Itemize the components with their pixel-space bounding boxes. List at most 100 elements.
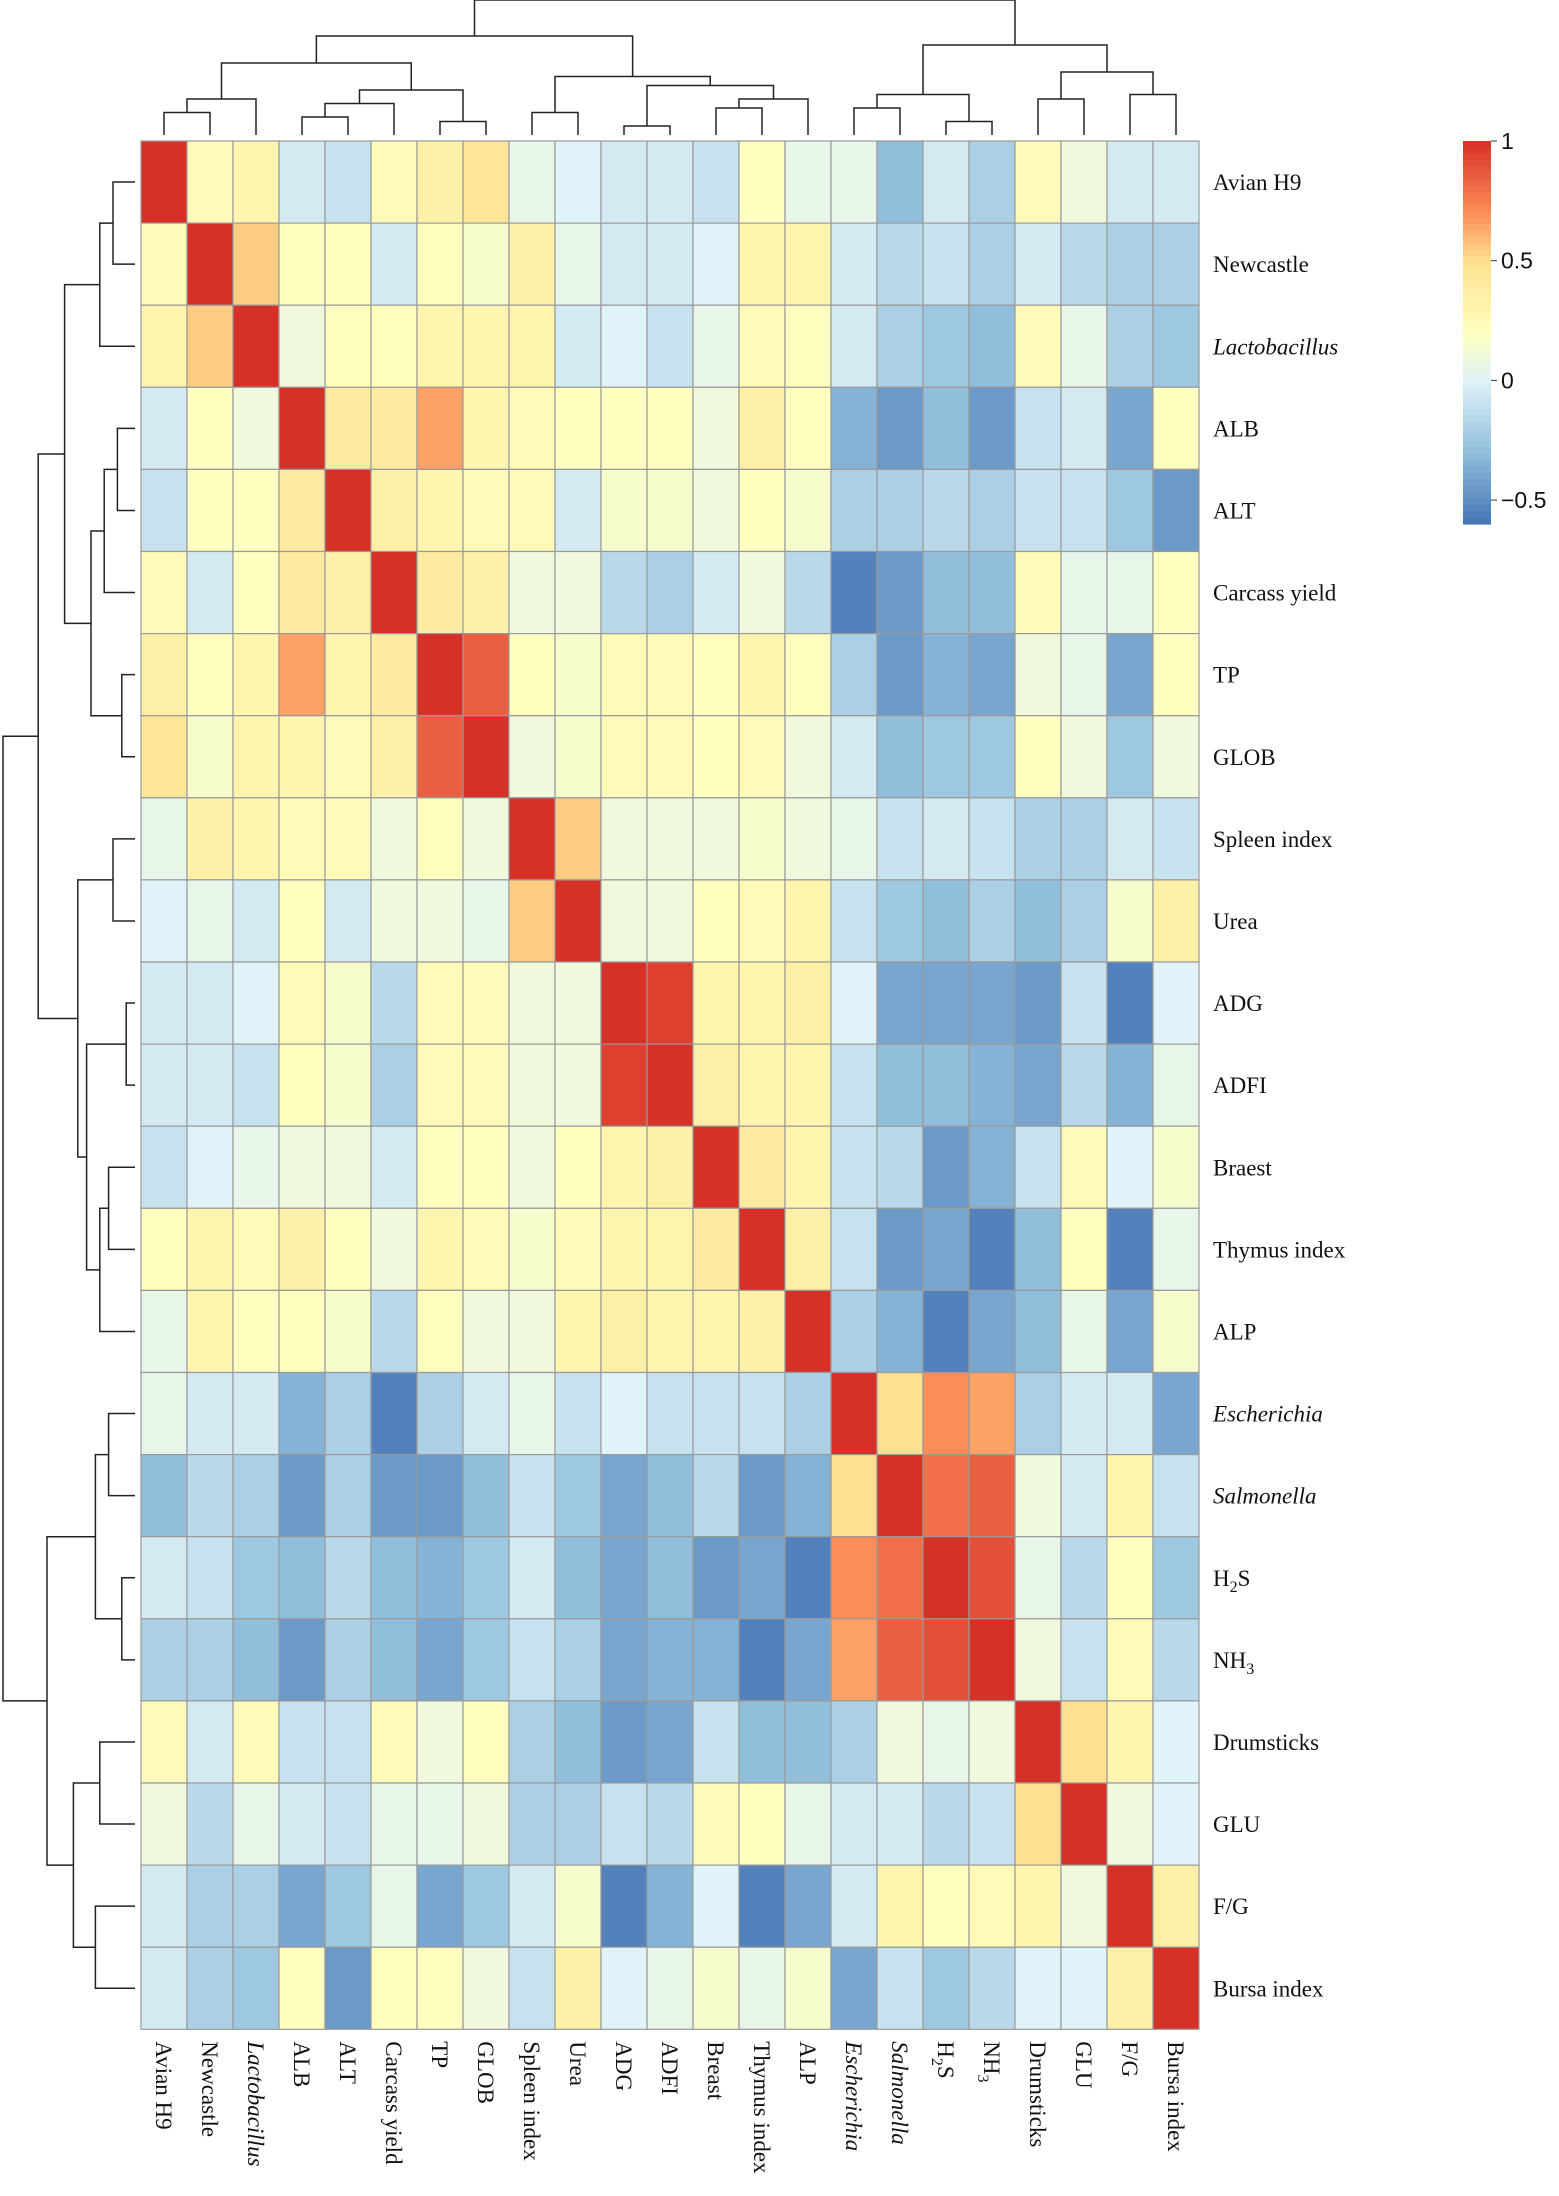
heatmap-cell [738, 1453, 786, 1538]
heatmap-cell [186, 550, 234, 635]
heatmap-cell [324, 797, 372, 881]
legend-tick-label: −0.5 [1501, 487, 1546, 513]
heatmap-cell [186, 1453, 234, 1538]
heatmap-cell [876, 1536, 924, 1620]
heatmap-cell [830, 879, 878, 963]
heatmap-cell [508, 1700, 556, 1784]
heatmap-cell [692, 797, 740, 881]
heatmap-cell [1060, 961, 1108, 1045]
heatmap-cell [784, 1371, 832, 1456]
heatmap-cell [784, 797, 832, 881]
heatmap-cell [462, 1125, 510, 1209]
heatmap-cell [186, 222, 234, 306]
heatmap-cell [692, 1864, 740, 1948]
heatmap-cell [232, 304, 280, 388]
row-label: ALB [1213, 416, 1259, 441]
heatmap-cell [1106, 797, 1154, 881]
heatmap-cell [646, 1289, 694, 1374]
heatmap-cell [462, 1453, 510, 1538]
heatmap-cell [554, 632, 602, 717]
heatmap-cell [738, 715, 786, 799]
heatmap-cell [462, 1371, 510, 1456]
heatmap-cell [416, 1618, 464, 1702]
heatmap-cell [738, 468, 786, 553]
heatmap-cell [1014, 961, 1062, 1045]
heatmap-cell [1106, 222, 1154, 306]
heatmap-cell [278, 879, 326, 963]
heatmap-cell [692, 1043, 740, 1127]
heatmap-cell [462, 386, 510, 470]
heatmap-cell [1060, 140, 1108, 224]
heatmap-cell [554, 1043, 602, 1127]
column-label: GLU [1071, 2041, 1096, 2089]
legend-swatch [1463, 185, 1491, 193]
heatmap-cell [554, 1453, 602, 1538]
heatmap-cell [186, 1946, 234, 2030]
heatmap-cell [738, 1536, 786, 1620]
heatmap-cell [784, 879, 832, 963]
heatmap-cell [646, 140, 694, 224]
heatmap-cell [600, 1043, 648, 1127]
heatmap-cell [186, 386, 234, 470]
heatmap-cell [600, 468, 648, 553]
heatmap-cell [370, 879, 418, 963]
heatmap-cell [416, 961, 464, 1045]
heatmap-cell [692, 550, 740, 635]
heatmap-cell [784, 1043, 832, 1127]
legend-swatch [1463, 338, 1491, 346]
legend-swatch [1463, 389, 1491, 397]
heatmap-cell [554, 550, 602, 635]
dendrogram-branch [220, 62, 412, 99]
legend-swatch [1463, 479, 1491, 487]
heatmap-cell [1060, 879, 1108, 963]
column-label: Escherichia [841, 2040, 866, 2151]
dendrogram-branch [473, 0, 1016, 45]
legend-swatch [1463, 300, 1491, 308]
heatmap-cell [1152, 1618, 1200, 1702]
heatmap-cell [232, 1207, 280, 1292]
heatmap-cell [278, 1289, 326, 1374]
legend-swatch [1463, 306, 1491, 314]
legend-swatch [1463, 172, 1491, 180]
heatmap-cell [324, 1289, 372, 1374]
row-label: Spleen index [1213, 827, 1333, 852]
heatmap-cell [508, 1125, 556, 1209]
heatmap-cell [1106, 468, 1154, 553]
legend-swatch [1463, 351, 1491, 359]
heatmap-cell [462, 1207, 510, 1292]
heatmap-cell [738, 140, 786, 224]
legend-swatch [1463, 160, 1491, 168]
heatmap-cell [600, 1453, 648, 1538]
heatmap-cell [140, 304, 188, 388]
heatmap-cell [1152, 1125, 1200, 1209]
heatmap-cell [830, 304, 878, 388]
heatmap-cell [784, 468, 832, 553]
legend-swatch [1463, 204, 1491, 212]
heatmap-cell [646, 386, 694, 470]
legend-swatch [1463, 166, 1491, 174]
heatmap-cells [140, 140, 1200, 2030]
heatmap-cell [278, 1946, 326, 2030]
heatmap-cell [1014, 1864, 1062, 1948]
heatmap-cell [370, 632, 418, 717]
heatmap-cell [1060, 1782, 1108, 1866]
heatmap-cell [922, 961, 970, 1045]
dendrogram-branch [121, 673, 135, 758]
heatmap-cell [784, 1289, 832, 1374]
heatmap-cell [462, 222, 510, 306]
dendrogram-branch [107, 1166, 135, 1251]
heatmap-cell [462, 1946, 510, 2030]
heatmap-cell [1060, 468, 1108, 553]
heatmap-cell [600, 715, 648, 799]
heatmap-cell [1152, 1864, 1200, 1948]
dendrogram-branch [99, 222, 135, 347]
heatmap-cell [1014, 1453, 1062, 1538]
heatmap-cell [1152, 1207, 1200, 1292]
heatmap-cell [324, 1782, 372, 1866]
heatmap-cell [968, 632, 1016, 717]
heatmap-cell [784, 1125, 832, 1209]
heatmap-cell [416, 386, 464, 470]
heatmap-cell [738, 1618, 786, 1702]
heatmap-cell [968, 1864, 1016, 1948]
heatmap-cell [462, 304, 510, 388]
